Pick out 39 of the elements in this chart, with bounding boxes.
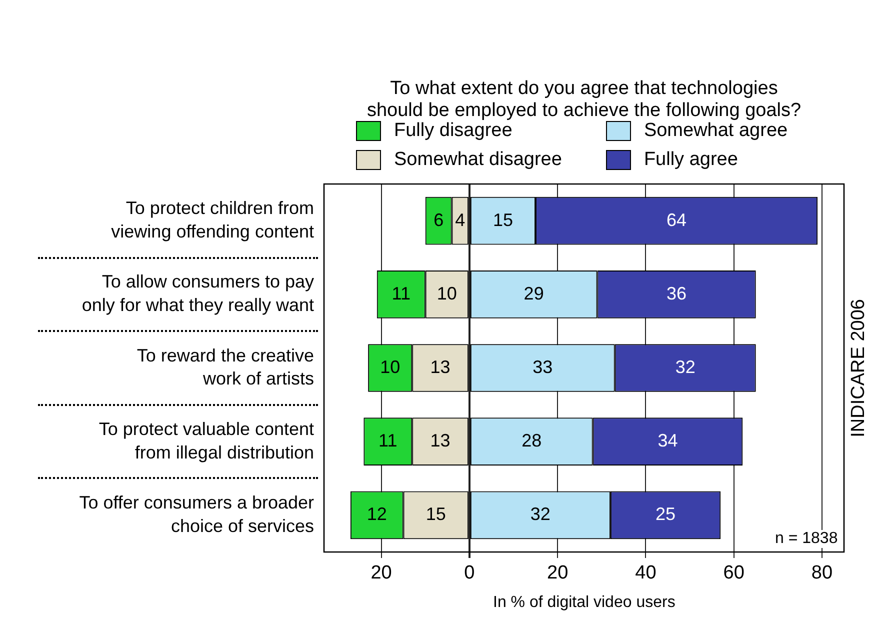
data-label: 25 — [656, 504, 676, 524]
data-label: 36 — [666, 283, 687, 304]
legend-label: Fully disagree — [394, 120, 512, 142]
x-tick-label: 60 — [723, 562, 744, 584]
data-label: 15 — [426, 504, 446, 524]
data-label: 4 — [455, 210, 466, 230]
y-tick-label: To reward the creative work of artists — [136, 345, 314, 389]
data-label: 10 — [380, 356, 400, 377]
text: INDICARE 2006 — [848, 299, 870, 438]
data-label: 13 — [430, 356, 450, 377]
y-tick-label: To allow consumers to pay only for what they really want — [82, 272, 314, 316]
x-tick-label: 20 — [370, 562, 392, 584]
data-label: 11 — [378, 430, 398, 451]
data-label: 10 — [436, 283, 457, 304]
x-tick-label: 0 — [464, 562, 475, 584]
data-label: 15 — [492, 210, 513, 230]
y-tick-label: To protect children from viewing offending content — [111, 198, 314, 242]
legend-label: Somewhat agree — [644, 120, 788, 142]
chart-title: To what extent do you agree that technologies should be employed to achieve the following goals? — [366, 78, 802, 122]
data-label: 29 — [524, 283, 544, 304]
x-tick-label: 80 — [811, 562, 833, 584]
data-label: 64 — [666, 210, 687, 230]
x-tick-label: 40 — [635, 562, 656, 584]
y-tick-label: To offer consumers a broader choice of services — [79, 492, 314, 536]
data-label: 32 — [530, 504, 550, 524]
y-tick-label: To protect valuable content from illegal distribution — [98, 418, 314, 462]
data-label: 12 — [366, 504, 387, 524]
x-axis-title: In % of digital video users — [493, 594, 676, 612]
data-label: 32 — [675, 356, 696, 377]
data-label: 11 — [392, 283, 410, 304]
x-tick-label: 20 — [546, 562, 568, 584]
data-label: 33 — [532, 356, 553, 377]
annotation: n = 1838 — [773, 530, 840, 548]
legend-label: Fully agree — [644, 148, 738, 170]
legend-label: Somewhat disagree — [394, 148, 562, 170]
data-label: 34 — [658, 430, 678, 451]
data-label: 6 — [434, 210, 444, 230]
data-label: 28 — [522, 430, 542, 451]
data-label: 13 — [430, 430, 450, 451]
